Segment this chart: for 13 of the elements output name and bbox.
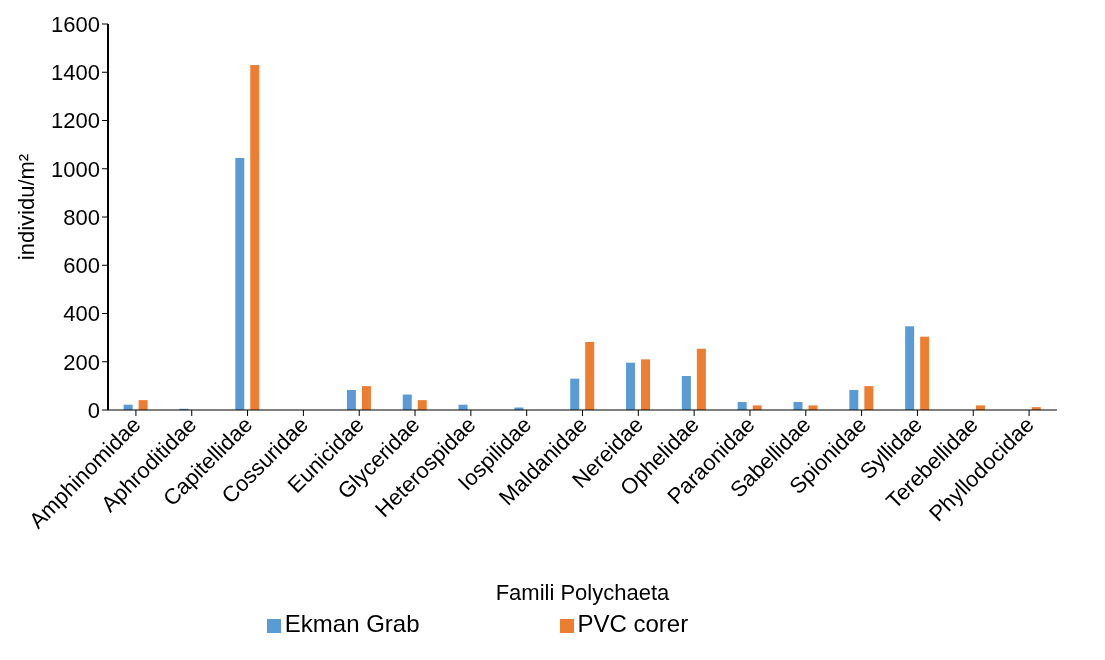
y-tick-label: 1600 (51, 11, 100, 37)
y-tick-label: 200 (63, 349, 100, 375)
y-tick-label: 1000 (51, 156, 100, 182)
y-tick-label: 600 (63, 253, 100, 279)
y-tick-label: 800 (63, 204, 100, 230)
y-axis-title: individu/m² (13, 153, 39, 261)
y-tick-label: 1400 (51, 60, 100, 86)
y-tick-label: 0 (87, 397, 100, 423)
legend-label: PVC corer (577, 610, 689, 637)
y-tick-label: 400 (63, 301, 100, 327)
x-axis-title: Famili Polychaeta (495, 580, 671, 605)
y-tick-label: 1200 (51, 108, 100, 134)
legend-label: Ekman Grab (284, 610, 420, 637)
